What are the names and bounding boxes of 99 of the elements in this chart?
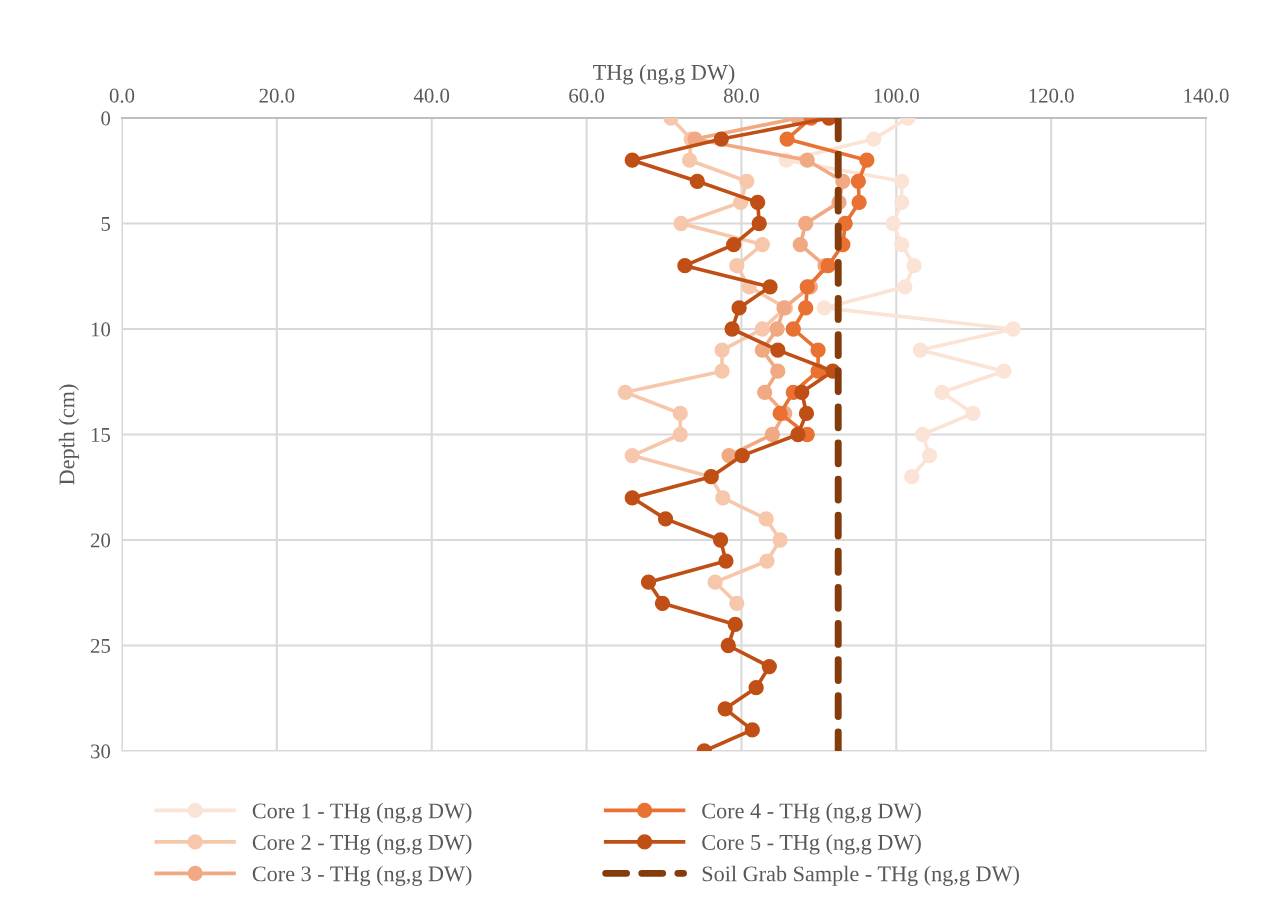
point bbox=[617, 384, 633, 400]
point bbox=[677, 258, 693, 274]
point bbox=[654, 595, 671, 611]
y-tick-label: 25 bbox=[90, 638, 111, 653]
point bbox=[894, 194, 910, 211]
point bbox=[681, 152, 698, 168]
point bbox=[770, 342, 786, 358]
point bbox=[759, 553, 775, 569]
x-tick-label: 40.0 bbox=[413, 88, 450, 103]
point bbox=[761, 658, 777, 675]
point bbox=[714, 342, 730, 358]
point bbox=[792, 236, 808, 253]
point bbox=[750, 194, 766, 211]
point bbox=[757, 384, 773, 400]
point bbox=[707, 574, 723, 590]
point bbox=[912, 342, 928, 358]
point bbox=[798, 405, 815, 422]
point bbox=[904, 469, 920, 485]
point bbox=[726, 236, 742, 253]
legend-label: Core 2 - THg (ng,g DW) bbox=[252, 834, 472, 855]
point bbox=[914, 426, 931, 443]
point bbox=[921, 447, 938, 464]
point bbox=[754, 236, 770, 253]
point bbox=[897, 279, 913, 295]
point bbox=[934, 384, 950, 400]
point bbox=[762, 279, 778, 295]
point bbox=[816, 300, 832, 316]
point bbox=[859, 152, 875, 168]
x-tick-label: 0.0 bbox=[109, 88, 135, 103]
point bbox=[729, 595, 745, 611]
point bbox=[731, 300, 747, 316]
point bbox=[790, 426, 806, 443]
point bbox=[720, 637, 736, 654]
point bbox=[894, 173, 910, 189]
point bbox=[689, 173, 705, 189]
legend-label: Core 1 - THg (ng,g DW) bbox=[252, 802, 472, 823]
point bbox=[624, 490, 640, 506]
legend-label: Core 4 - THg (ng,g DW) bbox=[702, 802, 921, 823]
point bbox=[794, 384, 810, 400]
point bbox=[748, 680, 764, 696]
x-tick-label: 20.0 bbox=[259, 88, 295, 103]
y-tick-label: 30 bbox=[91, 744, 111, 759]
point bbox=[657, 511, 674, 527]
x-tick-label: 120.0 bbox=[1029, 88, 1074, 103]
point bbox=[673, 215, 689, 232]
point bbox=[996, 363, 1012, 379]
point bbox=[885, 215, 901, 232]
point bbox=[739, 173, 755, 189]
point bbox=[729, 258, 745, 274]
point bbox=[754, 321, 770, 337]
x-axis-title: THg (ng,g DW) bbox=[593, 64, 735, 85]
point bbox=[1005, 321, 1021, 337]
point bbox=[772, 405, 788, 422]
point bbox=[715, 490, 731, 506]
point bbox=[764, 426, 781, 443]
point bbox=[799, 152, 815, 168]
point bbox=[772, 532, 788, 548]
y-axis-title: Depth (cm) bbox=[58, 384, 79, 485]
point bbox=[798, 300, 814, 316]
legend-label: Core 5 - THg (ng,g DW) bbox=[702, 834, 921, 855]
point bbox=[724, 321, 740, 337]
point bbox=[717, 701, 733, 717]
legend-label: Core 3 - THg (ng,g DW) bbox=[252, 865, 472, 886]
point bbox=[779, 131, 795, 147]
point bbox=[624, 152, 640, 168]
point bbox=[798, 215, 814, 232]
x-tick-label: 140.0 bbox=[1184, 88, 1229, 103]
y-tick-label: 0 bbox=[101, 111, 111, 126]
y-tick-label: 15 bbox=[91, 427, 111, 442]
point bbox=[751, 215, 767, 232]
point bbox=[624, 447, 640, 464]
point bbox=[894, 236, 910, 253]
point bbox=[734, 447, 750, 464]
point bbox=[672, 405, 688, 422]
point bbox=[770, 363, 786, 379]
point bbox=[851, 194, 867, 211]
point bbox=[718, 553, 734, 569]
point bbox=[810, 342, 826, 358]
point bbox=[712, 532, 729, 548]
x-tick-label: 100.0 bbox=[874, 88, 919, 103]
point bbox=[640, 574, 657, 590]
point bbox=[965, 405, 981, 422]
point bbox=[713, 131, 729, 147]
x-tick-label: 60.0 bbox=[569, 88, 605, 103]
point bbox=[906, 258, 922, 274]
point bbox=[758, 511, 774, 527]
legend-label: Soil Grab Sample - THg (ng,g DW) bbox=[702, 865, 1019, 886]
point bbox=[866, 131, 882, 147]
point bbox=[727, 616, 743, 633]
point bbox=[769, 321, 785, 337]
y-tick-label: 5 bbox=[101, 217, 111, 231]
point bbox=[785, 321, 801, 337]
point bbox=[714, 363, 730, 379]
point bbox=[850, 173, 866, 189]
point bbox=[672, 426, 688, 443]
x-tick-label: 80.0 bbox=[723, 88, 759, 103]
y-tick-label: 20 bbox=[90, 533, 111, 548]
point bbox=[744, 722, 760, 738]
y-tick-label: 10 bbox=[91, 322, 111, 337]
